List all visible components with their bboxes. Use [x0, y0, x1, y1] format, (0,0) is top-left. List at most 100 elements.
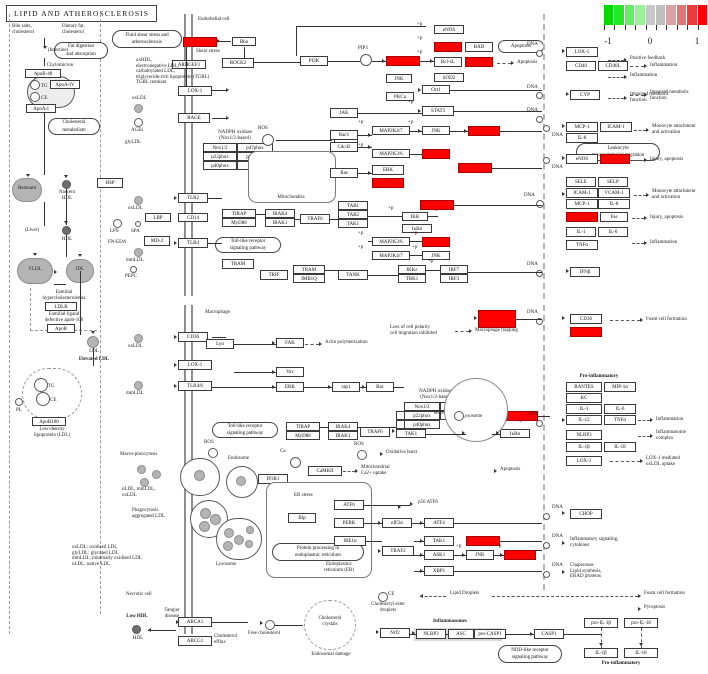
- gene-mcp1-b[interactable]: MCP-1: [566, 199, 598, 209]
- gene-apob[interactable]: ApoB: [47, 324, 75, 333]
- gene-camk2[interactable]: CaMKII: [308, 466, 342, 476]
- gene-hsp[interactable]: HSP: [97, 178, 123, 188]
- gene-asc[interactable]: ASC: [448, 629, 474, 639]
- gene-traf2[interactable]: TRAF2: [382, 546, 414, 556]
- gene-cd40l[interactable]: CD40L: [598, 61, 628, 71]
- gene-kc[interactable]: KC: [566, 393, 602, 403]
- gene-mcp1[interactable]: MCP-1: [566, 122, 598, 132]
- gene-icam1[interactable]: ICAM-1: [600, 122, 632, 132]
- gene-p22phox[interactable]: p22phox: [203, 152, 237, 161]
- gene-stat3[interactable]: STAT3: [422, 106, 454, 116]
- gene-bax[interactable]: Bax: [434, 42, 462, 52]
- gene-md2[interactable]: MD-2: [144, 236, 170, 246]
- gene-arhgef1[interactable]: ARHGEF1: [172, 60, 206, 69]
- gene-il1[interactable]: IL-1: [566, 227, 596, 237]
- process-nod-like-pathway[interactable]: NOD-like receptor signaling pathway: [498, 645, 562, 663]
- gene-lox1-bottom[interactable]: LOX-1: [566, 456, 602, 466]
- gene-tab1[interactable]: TAB1: [338, 201, 368, 210]
- gene-cd40[interactable]: CD40: [566, 61, 596, 71]
- gene-casp1[interactable]: CASP1: [534, 629, 564, 639]
- gene-irak1-mac[interactable]: IRAK1: [328, 431, 358, 440]
- gene-tlr46[interactable]: TLR4/6: [178, 381, 212, 391]
- gene-proil18[interactable]: pro-IL-18: [624, 618, 658, 628]
- gene-cd36-out[interactable]: CD36: [570, 314, 602, 324]
- gene-p40phox-mac[interactable]: p40phox: [404, 420, 440, 429]
- gene-rap1[interactable]: rap1: [332, 382, 360, 392]
- gene-ppar-out[interactable]: PPARγ: [570, 327, 602, 337]
- gene-ask1[interactable]: ASK1: [424, 550, 454, 560]
- gene-abca1[interactable]: ABCA1: [178, 617, 212, 627]
- gene-fas[interactable]: Fas: [600, 212, 628, 222]
- gene-traf6-mac[interactable]: TRAF6: [360, 427, 390, 437]
- gene-ikke[interactable]: IKKε: [398, 265, 426, 274]
- gene-rho[interactable]: Rho: [232, 37, 256, 46]
- gene-p38-sig[interactable]: p38: [422, 149, 450, 159]
- gene-lyn[interactable]: Lyn: [206, 339, 234, 349]
- gene-irak4[interactable]: IRAK4: [265, 209, 295, 218]
- gene-cd36[interactable]: CD36: [178, 332, 208, 342]
- gene-map2k36[interactable]: MAP2K3/6: [372, 149, 410, 158]
- gene-il18-out[interactable]: IL-18: [604, 442, 636, 452]
- process-tlr-pathway-mac[interactable]: Toll-like receptor signaling pathway: [212, 422, 278, 438]
- gene-ras[interactable]: Ras: [330, 168, 358, 178]
- gene-icam1-b[interactable]: ICAM-1: [566, 188, 598, 198]
- gene-lbp[interactable]: LBP: [145, 213, 171, 222]
- gene-p22phox-mac[interactable]: p22phox: [404, 411, 440, 420]
- gene-il1b-inf[interactable]: IL-1β: [584, 648, 618, 658]
- gene-jnk-sig[interactable]: JNK: [422, 126, 450, 135]
- gene-imb1q[interactable]: IMB1Q: [293, 274, 325, 283]
- process-cholesterol-metabolism[interactable]: Cholesterol metabolism: [48, 118, 100, 135]
- gene-rac-mac[interactable]: Rac: [366, 382, 394, 392]
- gene-irak1[interactable]: IRAK1: [265, 218, 295, 227]
- gene-myd88-mac[interactable]: MyD88: [286, 431, 320, 440]
- gene-apob100[interactable]: ApoB100: [32, 417, 66, 426]
- gene-sod2[interactable]: SOD2: [434, 73, 464, 82]
- gene-enos-out[interactable]: eNOS: [566, 154, 598, 164]
- gene-ikba-mac[interactable]: IκBα: [500, 429, 530, 438]
- gene-proil1b[interactable]: pro-IL-1β: [584, 618, 618, 628]
- gene-nlrp3-out[interactable]: NLRP3: [566, 430, 602, 440]
- gene-bad[interactable]: BAD: [465, 42, 493, 52]
- gene-il6-pro[interactable]: IL-6: [604, 404, 636, 414]
- gene-jnk-er[interactable]: JNK: [466, 550, 494, 560]
- gene-selp[interactable]: SELP: [598, 177, 628, 187]
- gene-map2k47-tlr[interactable]: MAP2K4/7: [372, 251, 410, 260]
- gene-rantes[interactable]: RANTES: [566, 382, 602, 392]
- gene-lox1-mac[interactable]: LOX-1: [178, 360, 212, 370]
- gene-lox1-endo[interactable]: LOX-1: [178, 86, 212, 96]
- gene-il12[interactable]: IL-12: [566, 415, 602, 425]
- gene-map2k36-tlr[interactable]: MAP2K3/6: [372, 237, 410, 246]
- gene-fak[interactable]: FAK: [276, 338, 304, 348]
- gene-p40phox[interactable]: p40phox: [203, 161, 237, 170]
- gene-irf3[interactable]: IRF3: [440, 274, 468, 283]
- gene-tirap[interactable]: TIRAP: [222, 209, 256, 218]
- gene-procasp1[interactable]: pro-CASP1: [474, 629, 506, 639]
- gene-irak4-mac[interactable]: IRAK4: [328, 422, 358, 431]
- gene-nfkb-tlr[interactable]: NF-kB: [420, 200, 454, 210]
- gene-oct1[interactable]: Oct1: [422, 85, 450, 94]
- process-fluid-shear[interactable]: Fluid shear stress and atherosclerosis: [112, 30, 182, 48]
- gene-il18-inf[interactable]: IL-18: [624, 648, 658, 658]
- gene-ifnb[interactable]: IFNβ: [570, 267, 600, 277]
- gene-bip[interactable]: Bip: [288, 513, 316, 523]
- gene-jak[interactable]: JAK: [330, 108, 358, 118]
- gene-nrf2[interactable]: Nrf2: [380, 628, 410, 638]
- gene-il1-pro[interactable]: IL-1: [566, 404, 602, 414]
- gene-piezo1[interactable]: PIEZO1: [183, 37, 217, 47]
- gene-apob48[interactable]: ApoB-48: [25, 69, 61, 78]
- gene-tak1[interactable]: TAK1: [338, 219, 368, 228]
- gene-tirap-mac[interactable]: TIRAP: [286, 422, 320, 431]
- gene-cdc42[interactable]: Cdc42: [330, 142, 358, 152]
- gene-tab2[interactable]: TAB2: [338, 210, 368, 219]
- gene-cjun-er[interactable]: c-Jun: [504, 550, 536, 560]
- gene-bclxl[interactable]: Bcl-xL: [434, 57, 462, 67]
- gene-tak1-er[interactable]: TAK1: [424, 536, 454, 546]
- gene-ldlr[interactable]: LDLR: [45, 302, 77, 311]
- gene-irf7[interactable]: IRF7: [440, 265, 468, 274]
- process-tlr-pathway-top[interactable]: Toll-like receptor signaling pathway: [215, 237, 281, 253]
- gene-traf6[interactable]: TRAF6: [300, 214, 330, 224]
- gene-rage[interactable]: RAGE: [178, 113, 210, 123]
- gene-jnk-endo[interactable]: JNK: [386, 74, 412, 83]
- gene-xbp1[interactable]: XBP1: [424, 566, 454, 576]
- gene-tlr2[interactable]: TLR2: [178, 193, 208, 203]
